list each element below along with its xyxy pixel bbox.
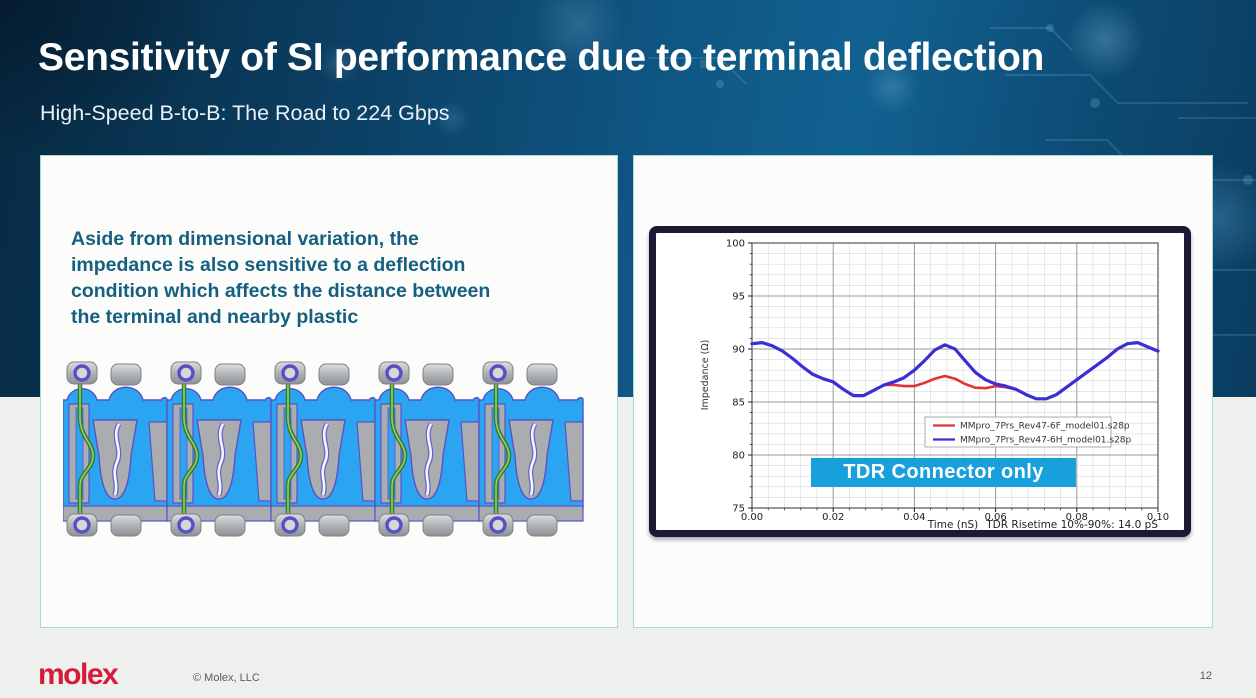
- slide-subtitle: High-Speed B-to-B: The Road to 224 Gbps: [40, 101, 450, 125]
- svg-text:100: 100: [726, 239, 745, 250]
- copyright-text: © Molex, LLC: [193, 672, 260, 684]
- tdr-impedance-chart: 0.00 0.02 0.04 0.06 0.08 0.10 75 80 85 90 95 100 Imp…: [700, 239, 1169, 531]
- svg-text:0.00: 0.00: [741, 512, 763, 523]
- svg-text:80: 80: [732, 451, 745, 462]
- svg-text:0.10: 0.10: [1147, 512, 1169, 523]
- svg-text:95: 95: [732, 292, 745, 303]
- molex-logo: molex: [38, 658, 119, 691]
- svg-text:0.08: 0.08: [1066, 512, 1088, 523]
- connector-cross-section-illustration: [63, 360, 585, 538]
- body-text-line: condition which affects the distance bet…: [71, 280, 491, 302]
- svg-text:85: 85: [732, 398, 745, 409]
- body-text-line: Aside from dimensional variation, the: [71, 228, 419, 250]
- svg-text:Impedance (Ω): Impedance (Ω): [700, 340, 711, 411]
- svg-text:75: 75: [732, 504, 745, 515]
- chart-frame: 0.00 0.02 0.04 0.06 0.08 0.10 75 80 85 90 95 100 Imp…: [649, 226, 1191, 537]
- body-text: Aside from dimensional variation, the im…: [71, 226, 591, 330]
- svg-text:0.06: 0.06: [984, 512, 1006, 523]
- svg-text:MMpro_7Prs_Rev47-6F_model01.s2: MMpro_7Prs_Rev47-6F_model01.s28p: [960, 422, 1130, 432]
- svg-text:90: 90: [732, 345, 745, 356]
- left-panel: Aside from dimensional variation, the im…: [40, 155, 618, 628]
- slide-title: Sensitivity of SI performance due to ter…: [38, 36, 1045, 79]
- svg-text:Time (nS): Time (nS): [927, 519, 979, 530]
- right-panel: 0.00 0.02 0.04 0.06 0.08 0.10 75 80 85 90 95 100 Imp…: [633, 155, 1213, 628]
- svg-text:MMpro_7Prs_Rev47-6H_model01.s2: MMpro_7Prs_Rev47-6H_model01.s28p: [960, 436, 1132, 446]
- body-text-line: impedance is also sensitive to a deflect…: [71, 254, 466, 276]
- body-text-line: the terminal and nearby plastic: [71, 306, 359, 328]
- svg-text:TDR Risetime 10%-90%: 14.0 pS: TDR Risetime 10%-90%: 14.0 pS: [985, 519, 1158, 530]
- svg-text:0.02: 0.02: [822, 512, 844, 523]
- page-number: 12: [1199, 670, 1212, 682]
- svg-text:0.04: 0.04: [903, 512, 925, 523]
- tdr-connector-only-callout: TDR Connector only: [811, 458, 1076, 487]
